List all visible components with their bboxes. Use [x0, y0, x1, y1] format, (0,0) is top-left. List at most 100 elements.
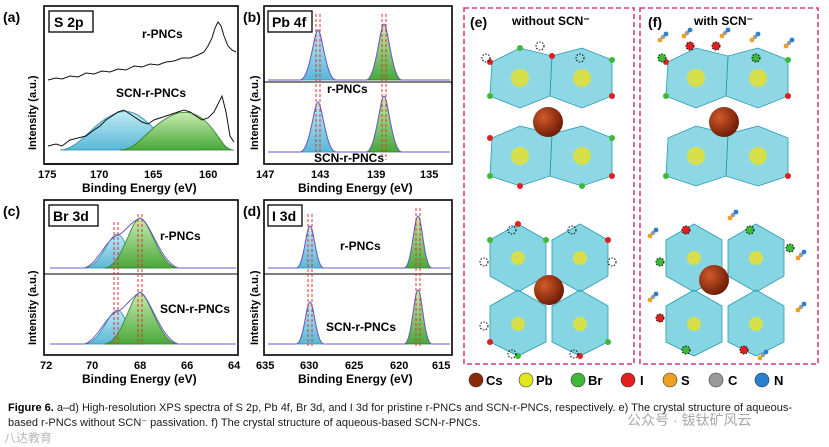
panel-c-xtick-3: 66 — [181, 360, 193, 372]
atom-legend: Cs Pb Br I S C N — [468, 372, 783, 388]
panel-d-tag: (d) — [243, 203, 261, 219]
panel-a-top-text: r-PNCs — [142, 27, 183, 41]
panel-c-tag: (c) — [3, 203, 20, 219]
watermark-left: 八达教育 — [4, 431, 53, 445]
panel-b-label-box — [267, 10, 313, 33]
panel-d-xtick-2: 625 — [345, 360, 363, 372]
panel-b-bottom-green — [365, 95, 403, 153]
panel-b-frame — [263, 5, 453, 165]
legend-i-swatch — [620, 372, 636, 388]
legend-pb-swatch — [518, 372, 534, 388]
panel-a-top-spectrum — [47, 21, 237, 81]
panel-a-peak-green — [119, 111, 235, 151]
panel-d-label-box — [267, 204, 303, 227]
panel-c-top-text: r-PNCs — [160, 229, 201, 243]
panel-e-tag: (e) — [470, 14, 487, 30]
panel-c-frame — [43, 199, 239, 356]
panel-b-top-cyan — [299, 29, 337, 81]
legend-pb-label: Pb — [536, 373, 553, 388]
panel-a-tag: (a) — [3, 9, 20, 25]
panel-d-xtick-0: 635 — [256, 360, 274, 372]
panel-c-xlabel: Binding Energy (eV) — [82, 372, 197, 386]
legend-n-swatch — [754, 372, 770, 388]
panel-d-xtick-1: 630 — [300, 360, 318, 372]
panel-c-xtick-0: 72 — [40, 360, 52, 372]
legend-s-label: S — [681, 373, 690, 388]
panel-a-bottom-spectrum — [47, 94, 235, 147]
panel-c-top-envelope — [50, 217, 236, 269]
legend-n-label: N — [774, 373, 783, 388]
panel-e: (e) without SCN⁻ — [463, 7, 635, 365]
caption-figure-label: Figure 6. — [8, 402, 54, 414]
panel-a-xlabel: Binding Energy (eV) — [82, 181, 197, 195]
panel-f-title: with SCN⁻ — [693, 14, 753, 28]
panel-b-bottom-envelope — [268, 95, 450, 153]
panel-d-xtick-3: 620 — [390, 360, 408, 372]
panel-f-frame — [639, 7, 819, 365]
panel-b-xtick-0: 147 — [256, 169, 274, 181]
panel-e-title: without SCN⁻ — [511, 14, 590, 28]
panel-c-xtick-4: 64 — [228, 360, 241, 372]
panel-e-lower-layer — [479, 221, 617, 359]
panel-c-bottom-text: SCN-r-PNCs — [160, 302, 230, 316]
panel-c-label-box — [48, 204, 99, 227]
panel-e-frame — [463, 7, 635, 365]
panel-a-label: S 2p — [54, 14, 84, 30]
scn-ligand-icons-top — [657, 27, 795, 49]
panel-c-label: Br 3d — [53, 208, 89, 224]
panel-c-xtick-2: 68 — [134, 360, 146, 372]
legend-s-swatch — [662, 372, 678, 388]
legend-br-label: Br — [588, 373, 602, 388]
panel-c-xtick-1: 70 — [86, 360, 98, 372]
legend-cs-swatch — [468, 372, 484, 388]
panel-d-ylabel: Intensity (a.u.) — [249, 270, 261, 345]
legend-c-label: C — [728, 373, 738, 388]
panel-b-bottom-text: SCN-r-PNCs — [314, 151, 384, 165]
panel-b-top-text: r-PNCs — [327, 82, 368, 96]
panel-b-top-green — [365, 23, 403, 81]
panel-a-xtick-0: 175 — [38, 169, 56, 181]
panel-b-xtick-1: 143 — [311, 169, 329, 181]
legend-br-swatch — [570, 372, 586, 388]
panel-d-frame — [263, 199, 453, 356]
panel-b-ylabel: Intensity (a.u.) — [249, 75, 261, 150]
panel-d-label: I 3d — [272, 208, 296, 224]
panel-b-top-envelope — [268, 23, 450, 81]
panel-d-bottom-envelope — [268, 289, 450, 345]
panel-a-xtick-3: 160 — [199, 169, 217, 181]
panel-b-bottom-cyan — [299, 101, 337, 153]
panel-a-ylabel: Intensity (a.u.) — [27, 75, 39, 150]
panel-f-upper-layer — [657, 27, 795, 187]
panel-c-ylabel: Intensity (a.u.) — [27, 270, 39, 345]
panel-b: (b) Pb 4f r-PNCs SCN-r-PNCs 147 143 139 … — [243, 5, 453, 195]
legend-cs-label: Cs — [486, 373, 503, 388]
panel-d: (d) I 3d r-PNCs SCN-r-PNCs 635 630 625 6… — [243, 199, 453, 386]
panel-b-xtick-3: 135 — [420, 169, 438, 181]
panel-d-xlabel: Binding Energy (eV) — [298, 372, 413, 386]
figure-caption: Figure 6. a–d) High-resolution XPS spect… — [8, 401, 820, 431]
panel-c-bottom-envelope — [50, 291, 236, 345]
panel-f-tag: (f) — [648, 14, 662, 30]
panel-a-bottom-text: SCN-r-PNCs — [116, 86, 186, 100]
watermark-right: 公众号 · 钹钛矿风云 — [627, 412, 752, 428]
panel-a: (a) S 2p r-PNCs SCN-r-PNCs 175 170 165 1… — [3, 5, 239, 195]
caption-text: a–d) High-resolution XPS spectra of S 2p… — [8, 402, 792, 429]
panel-d-top-text: r-PNCs — [340, 239, 381, 253]
panel-e-upper-layer — [481, 41, 615, 189]
panel-a-label-box — [48, 10, 94, 33]
legend-c-swatch — [708, 372, 724, 388]
panel-c: (c) Br 3d r-PNCs SCN-r-PNCs 72 70 68 66 … — [3, 199, 241, 386]
panel-b-xlabel: Binding Energy (eV) — [298, 181, 413, 195]
panel-a-xtick-1: 170 — [90, 169, 108, 181]
panel-d-xtick-4: 615 — [432, 360, 450, 372]
panel-f: (f) with SCN⁻ — [639, 7, 819, 365]
panel-a-xtick-2: 165 — [144, 169, 162, 181]
panel-d-top-envelope — [268, 215, 450, 269]
panel-b-xtick-2: 139 — [367, 169, 385, 181]
panel-d-bottom-text: SCN-r-PNCs — [326, 320, 396, 334]
legend-i-label: I — [640, 373, 644, 388]
panel-b-label: Pb 4f — [272, 14, 307, 30]
panel-f-lower-layer — [647, 209, 807, 361]
panel-b-tag: (b) — [243, 9, 261, 25]
